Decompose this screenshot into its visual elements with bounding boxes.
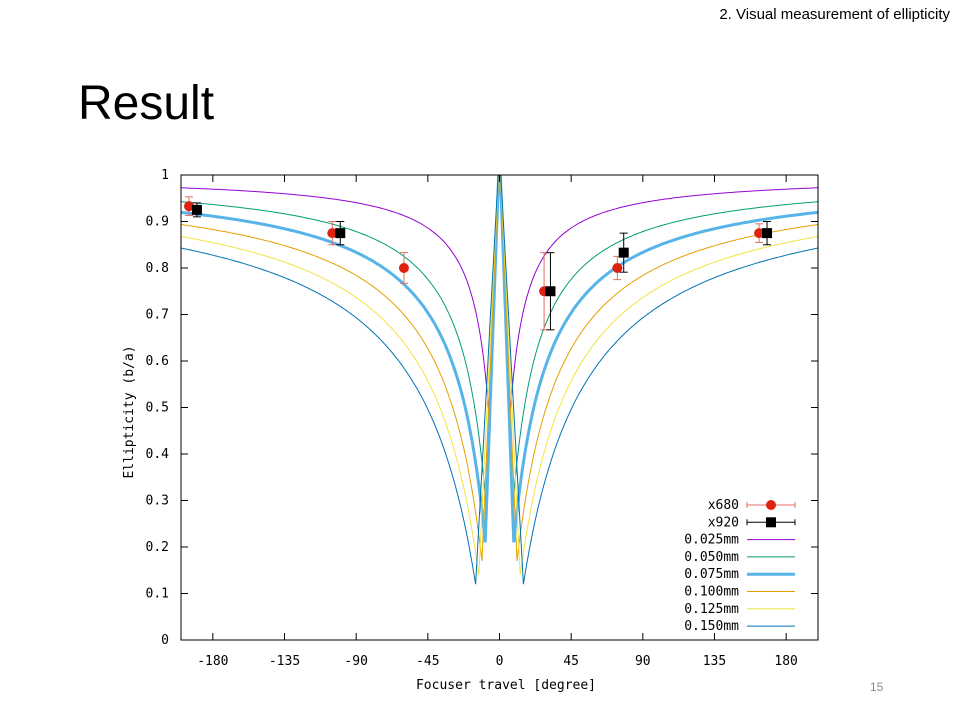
y-tick-label: 0.9 — [146, 215, 169, 230]
y-tick-label: 0.4 — [146, 447, 170, 462]
curve-0.125mm — [181, 175, 818, 575]
curve-0.050mm — [181, 175, 818, 515]
legend-marker-x680 — [766, 500, 776, 510]
slide-title: Result — [78, 77, 215, 130]
x-tick-label: -90 — [344, 654, 367, 669]
y-tick-label: 0.2 — [146, 540, 169, 555]
x-tick-label: 135 — [703, 654, 726, 669]
legend-label-x680: x680 — [708, 498, 739, 513]
y-tick-label: 0.8 — [146, 261, 169, 276]
x680-point — [754, 228, 765, 239]
x920-point — [191, 204, 202, 215]
x-tick-label: 180 — [774, 654, 797, 669]
y-tick-label: 0 — [161, 633, 169, 648]
legend-label-0.100mm: 0.100mm — [684, 585, 739, 600]
y-tick-label: 0.7 — [146, 308, 169, 323]
legend-marker-x920 — [766, 517, 776, 528]
legend-label-0.125mm: 0.125mm — [684, 602, 739, 617]
y-tick-label: 0.6 — [146, 354, 169, 369]
x-axis-label: Focuser travel [degree] — [416, 678, 596, 693]
x680-point — [612, 263, 623, 273]
legend-label-0.050mm: 0.050mm — [684, 550, 739, 565]
x680-point — [398, 263, 409, 273]
x920-point — [335, 228, 346, 239]
x-tick-label: -45 — [416, 654, 439, 669]
section-label: 2. Visual measurement of ellipticity — [719, 6, 950, 23]
x-tick-label: -135 — [269, 654, 300, 669]
x-tick-label: -180 — [197, 654, 228, 669]
y-tick-label: 0.5 — [146, 401, 169, 416]
x-tick-label: 45 — [563, 654, 579, 669]
y-axis-label: Ellipticity (b/a) — [122, 345, 137, 478]
curve-0.100mm — [181, 175, 818, 562]
x920-point — [545, 286, 556, 297]
curve-layer — [181, 175, 818, 585]
legend-label-0.075mm: 0.075mm — [684, 567, 739, 582]
x680-point — [183, 201, 194, 212]
y-tick-label: 1 — [161, 168, 169, 183]
curve-0.150mm — [181, 175, 818, 585]
page-number: 15 — [870, 680, 884, 694]
x920-point — [618, 247, 629, 258]
legend: x680 x920 0.025mm 0.050mm 0.075mm 0.100mm 0.12… — [684, 498, 796, 634]
x680-point — [327, 228, 338, 239]
legend-label-0.150mm: 0.150mm — [684, 619, 739, 634]
curve-0.025mm — [181, 175, 818, 431]
x-tick-label: 0 — [496, 654, 504, 669]
data-points — [183, 196, 773, 331]
curve-0.075mm — [181, 175, 818, 543]
y-tick-label: 0.3 — [146, 494, 169, 509]
x-tick-label: 90 — [635, 654, 651, 669]
x920-point — [762, 228, 773, 239]
axis-ticks: -180 -135 -90 -45 0 45 90 135 180 0 0.1 0.2 0.3 0.4 0.… — [146, 168, 818, 669]
legend-label-x920: x920 — [708, 515, 739, 530]
legend-label-0.025mm: 0.025mm — [684, 533, 739, 548]
y-tick-label: 0.1 — [146, 587, 169, 602]
